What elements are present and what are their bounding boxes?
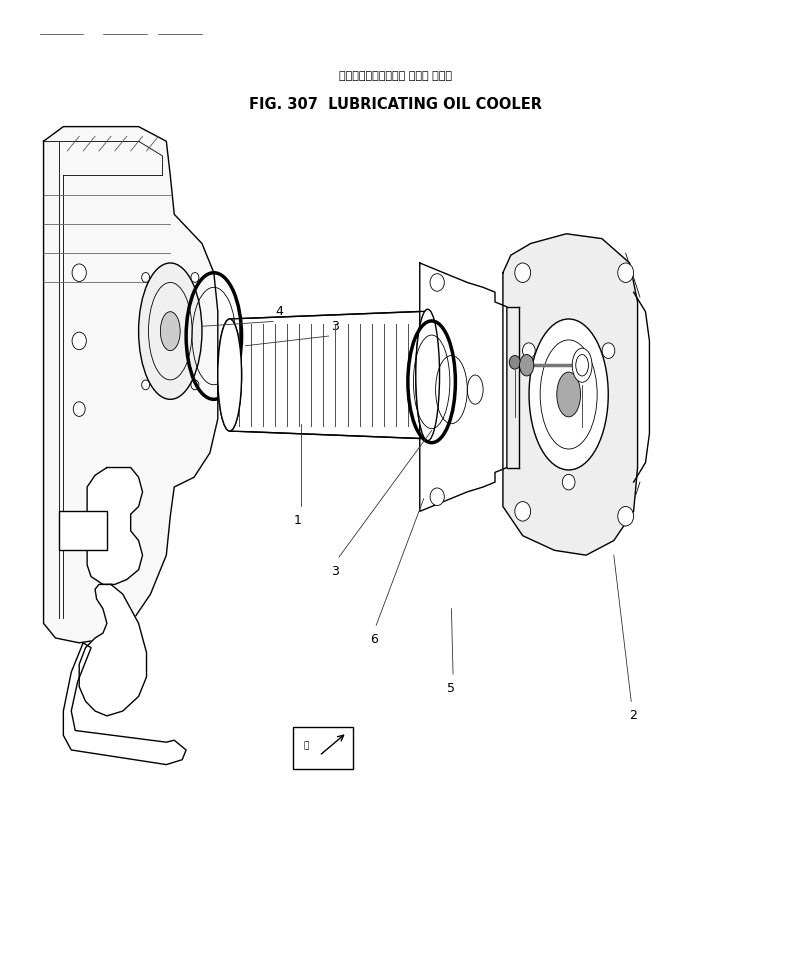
Ellipse shape xyxy=(557,372,581,417)
Ellipse shape xyxy=(73,402,86,417)
Ellipse shape xyxy=(562,474,575,490)
Ellipse shape xyxy=(416,310,440,441)
Text: 6: 6 xyxy=(370,633,378,646)
Bar xyxy=(230,319,428,431)
Text: 2: 2 xyxy=(629,709,637,722)
Ellipse shape xyxy=(72,332,86,350)
Ellipse shape xyxy=(430,488,444,506)
Text: 5: 5 xyxy=(447,682,455,694)
Polygon shape xyxy=(420,263,507,511)
Ellipse shape xyxy=(139,263,202,399)
Ellipse shape xyxy=(72,264,86,281)
Ellipse shape xyxy=(430,274,444,291)
Ellipse shape xyxy=(618,506,634,526)
Text: 3: 3 xyxy=(331,320,339,333)
Ellipse shape xyxy=(142,380,150,390)
Ellipse shape xyxy=(467,375,483,404)
Polygon shape xyxy=(44,127,218,643)
Ellipse shape xyxy=(520,355,534,376)
Ellipse shape xyxy=(160,312,180,351)
Text: FIG. 307  LUBRICATING OIL COOLER: FIG. 307 LUBRICATING OIL COOLER xyxy=(249,97,543,112)
Ellipse shape xyxy=(618,263,634,282)
Text: 8: 8 xyxy=(576,434,584,447)
Ellipse shape xyxy=(515,502,531,521)
Ellipse shape xyxy=(602,343,615,358)
Polygon shape xyxy=(503,234,638,555)
Text: 前: 前 xyxy=(303,741,308,751)
Polygon shape xyxy=(63,643,186,765)
Text: 1: 1 xyxy=(294,514,302,527)
Text: ルーブリケーティング オイル クーラ: ルーブリケーティング オイル クーラ xyxy=(340,71,452,81)
Polygon shape xyxy=(79,584,147,716)
Ellipse shape xyxy=(523,343,535,358)
Text: 7: 7 xyxy=(508,425,516,437)
Ellipse shape xyxy=(191,273,199,282)
Ellipse shape xyxy=(142,273,150,282)
Ellipse shape xyxy=(509,356,520,369)
Ellipse shape xyxy=(416,310,440,441)
Ellipse shape xyxy=(191,380,199,390)
Ellipse shape xyxy=(529,319,608,470)
Ellipse shape xyxy=(218,319,242,431)
Ellipse shape xyxy=(572,349,592,382)
Ellipse shape xyxy=(515,263,531,282)
Ellipse shape xyxy=(218,319,242,431)
Bar xyxy=(59,511,107,550)
Text: 3: 3 xyxy=(331,565,339,578)
Bar xyxy=(293,727,353,769)
Polygon shape xyxy=(87,468,143,584)
Text: 4: 4 xyxy=(276,306,284,318)
